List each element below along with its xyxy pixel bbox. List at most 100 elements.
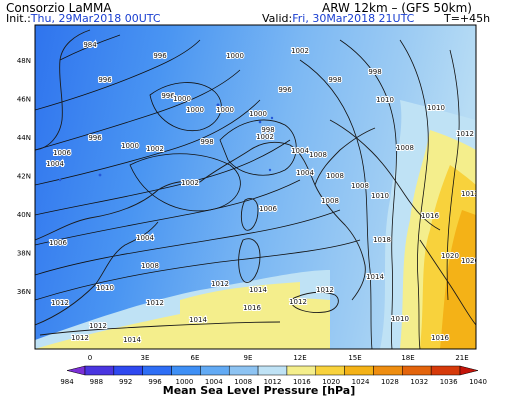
model-title: ARW 12km – (GFS 50km) xyxy=(322,1,472,15)
isobar-label: 1002 xyxy=(181,179,199,187)
isobar-label: 1008 xyxy=(326,172,344,180)
isobar-label: 998 xyxy=(200,138,213,146)
isobar-label: 1014 xyxy=(249,286,267,294)
isobar-label: 1000 xyxy=(173,95,191,103)
isobar-label: 1016 xyxy=(431,334,449,342)
isobar-label: 1008 xyxy=(309,151,327,159)
longitude-labels: 0 3E 6E 9E 12E 15E 18E 21E xyxy=(88,354,469,362)
color-scale-tick: 1000 xyxy=(176,378,194,386)
isobar-label: 1012 xyxy=(89,322,107,330)
isobar-label: 1004 xyxy=(291,147,309,155)
isobar-label: 1004 xyxy=(296,169,314,177)
isobar xyxy=(35,39,201,111)
isobars xyxy=(35,34,460,349)
color-scale-segment xyxy=(402,365,432,376)
color-scale-tick: 1008 xyxy=(234,378,252,386)
isobar-label: 1014 xyxy=(189,316,207,324)
coastline-sardinia xyxy=(238,238,261,283)
isobar-label: 1012 xyxy=(71,334,89,342)
coastline-north-africa xyxy=(39,321,281,336)
isobar-label: 1018 xyxy=(373,236,391,244)
color-scale-tick: 1036 xyxy=(440,378,458,386)
latitude-label: 42N xyxy=(17,173,31,181)
coastline-iberia-north xyxy=(35,180,201,241)
color-scale-segment xyxy=(200,365,230,376)
isobar xyxy=(35,99,261,186)
coastline-adriatic-east xyxy=(329,119,441,231)
producer-title: Consorzio LaMMA xyxy=(6,1,112,15)
isobar xyxy=(35,69,241,151)
color-scale-tick: 1032 xyxy=(410,378,428,386)
color-scale-segment xyxy=(228,365,259,376)
isobar-label: 1014 xyxy=(366,273,384,281)
isobar xyxy=(35,139,291,216)
isobar-label: 1012 xyxy=(461,190,479,198)
isobar xyxy=(446,49,460,301)
isobar-label: 1012 xyxy=(456,130,474,138)
forecast-step: T=+45h xyxy=(444,12,491,25)
latitude-label: 44N xyxy=(17,134,31,142)
isobar-label: 998 xyxy=(368,68,381,76)
init-label: Init.: xyxy=(6,12,31,25)
color-scale-tick: 1024 xyxy=(352,378,370,386)
init-time: Init.:Thu, 29Mar2018 00UTC xyxy=(6,12,161,25)
isobar-label: 984 xyxy=(83,41,97,49)
coastline-iberia-east xyxy=(35,221,159,326)
isobar-label: 1000 xyxy=(249,110,267,118)
color-scale-bar xyxy=(66,365,479,376)
isobar-label: 1010 xyxy=(96,284,114,292)
isobar-label: 1004 xyxy=(136,234,154,242)
color-scale-tick: 1028 xyxy=(381,378,399,386)
latitude-label: 36N xyxy=(17,288,31,296)
isobar-label: 998 xyxy=(261,126,274,134)
isobar-label: 1012 xyxy=(146,299,164,307)
isobar-label: 1000 xyxy=(186,106,204,114)
init-value: Thu, 29Mar2018 00UTC xyxy=(30,12,161,25)
isobar-label: 1020 xyxy=(461,257,479,265)
coastlines xyxy=(35,29,476,336)
coastline-adriatic-west xyxy=(314,127,376,186)
band-1024-east xyxy=(440,210,476,349)
isobar-label: 1008 xyxy=(396,144,414,152)
color-scale-segment xyxy=(113,365,143,376)
isobar xyxy=(35,209,341,276)
color-scale-tick: 1012 xyxy=(264,378,282,386)
map-frame xyxy=(34,24,477,350)
precip-marks xyxy=(58,103,274,182)
longitude-label: 9E xyxy=(244,354,253,362)
color-scale-tick: 1016 xyxy=(293,378,311,386)
latitude-labels: 48N 46N 44N 42N 40N 38N 36N xyxy=(17,57,31,296)
color-scale-segment xyxy=(171,365,201,376)
isobar-label: 1000 xyxy=(216,106,234,114)
valid-value: Fri, 30Mar2018 21UTC xyxy=(292,12,415,25)
isobar-label: 1010 xyxy=(391,315,409,323)
isobar xyxy=(59,34,121,61)
color-scale-segment xyxy=(315,365,345,376)
isobar-label: 996 xyxy=(98,76,112,84)
color-scale-segment xyxy=(430,365,461,376)
latitude-label: 48N xyxy=(17,57,31,65)
longitude-label: 0 xyxy=(88,354,92,362)
precip-mark xyxy=(216,103,220,107)
isobar-label: 996 xyxy=(161,92,175,100)
isobar xyxy=(299,59,373,349)
isobar-label: 1010 xyxy=(371,192,389,200)
isobar-label: 1010 xyxy=(376,96,394,104)
isobar-label: 1008 xyxy=(141,262,159,270)
precip-mark xyxy=(268,168,272,172)
isobar-label: 1000 xyxy=(121,142,139,150)
isobar-label: 1008 xyxy=(321,197,339,205)
color-scale-tick: 1004 xyxy=(205,378,223,386)
color-scale-tick: 992 xyxy=(119,378,132,386)
color-scale-tick: 984 xyxy=(60,378,74,386)
isobar xyxy=(35,239,361,301)
isobar-label: 996 xyxy=(153,52,167,60)
isobar-label: 1008 xyxy=(351,182,369,190)
color-scale-title: Mean Sea Level Pressure [hPa] xyxy=(163,384,356,397)
color-scale-ticks: 984 988 992 996 1000 1004 1008 1012 1016 1020 1024… xyxy=(60,378,487,386)
isobar xyxy=(219,119,297,176)
isobar-label: 1010 xyxy=(427,104,445,112)
isobar-label: 1006 xyxy=(53,149,71,157)
isobar-label: 1020 xyxy=(441,252,459,260)
isobar-label: 1002 xyxy=(291,47,309,55)
